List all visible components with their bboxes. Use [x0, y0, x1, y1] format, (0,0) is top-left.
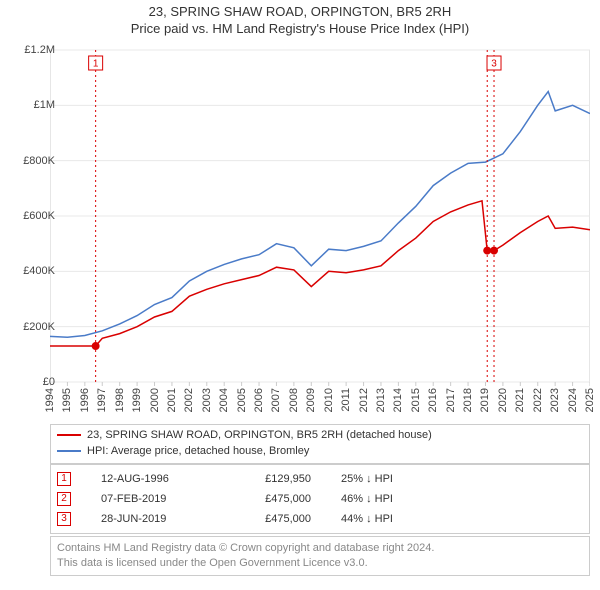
y-tick-label: £400K: [5, 265, 55, 277]
x-tick-label: 2001: [166, 388, 178, 412]
x-tick-label: 2015: [410, 388, 422, 412]
legend-row: 23, SPRING SHAW ROAD, ORPINGTON, BR5 2RH…: [57, 427, 583, 443]
title-main: 23, SPRING SHAW ROAD, ORPINGTON, BR5 2RH: [0, 4, 600, 19]
transaction-delta: 44% ↓ HPI: [341, 513, 441, 525]
x-tick-label: 2008: [288, 388, 300, 412]
x-tick-label: 2003: [201, 388, 213, 412]
x-tick-label: 2011: [340, 388, 352, 412]
titles: 23, SPRING SHAW ROAD, ORPINGTON, BR5 2RH…: [0, 0, 600, 36]
y-tick-label: £1.2M: [5, 44, 55, 56]
transaction-delta: 25% ↓ HPI: [341, 473, 441, 485]
marker-badge: 2: [57, 492, 71, 506]
x-tick-label: 2012: [358, 388, 370, 412]
transaction-delta: 46% ↓ HPI: [341, 493, 441, 505]
x-tick-label: 2016: [427, 388, 439, 412]
x-tick-label: 2000: [149, 388, 161, 412]
svg-text:1: 1: [93, 59, 99, 70]
x-tick-label: 2021: [514, 388, 526, 412]
x-tick-label: 2019: [479, 388, 491, 412]
x-tick-label: 2018: [462, 388, 474, 412]
x-tick-label: 2009: [305, 388, 317, 412]
x-tick-label: 2023: [549, 388, 561, 412]
attribution-line: Contains HM Land Registry data © Crown c…: [57, 541, 583, 556]
x-tick-label: 2025: [584, 388, 596, 412]
chart-svg: 13: [50, 46, 590, 386]
x-tick-label: 2022: [532, 388, 544, 412]
x-tick-label: 2004: [218, 388, 230, 412]
legend-label: HPI: Average price, detached house, Brom…: [87, 445, 309, 457]
legend-label: 23, SPRING SHAW ROAD, ORPINGTON, BR5 2RH…: [87, 429, 432, 441]
transaction-date: 12-AUG-1996: [101, 473, 201, 485]
legend-swatch: [57, 450, 81, 452]
title-sub: Price paid vs. HM Land Registry's House …: [0, 21, 600, 36]
y-tick-label: £0: [5, 376, 55, 388]
transaction-row: 1 12-AUG-1996 £129,950 25% ↓ HPI: [57, 469, 583, 489]
x-tick-label: 2006: [253, 388, 265, 412]
marker-badge: 3: [57, 512, 71, 526]
x-tick-label: 1995: [61, 388, 73, 412]
x-tick-label: 2014: [392, 388, 404, 412]
x-tick-label: 1996: [79, 388, 91, 412]
transaction-price: £475,000: [231, 513, 311, 525]
x-tick-label: 2013: [375, 388, 387, 412]
x-tick-label: 2017: [445, 388, 457, 412]
legend-row: HPI: Average price, detached house, Brom…: [57, 443, 583, 459]
x-tick-label: 1999: [131, 388, 143, 412]
x-tick-label: 1998: [114, 388, 126, 412]
x-tick-label: 2020: [497, 388, 509, 412]
x-tick-label: 2010: [323, 388, 335, 412]
transaction-date: 28-JUN-2019: [101, 513, 201, 525]
y-tick-label: £600K: [5, 210, 55, 222]
chart-container: 23, SPRING SHAW ROAD, ORPINGTON, BR5 2RH…: [0, 0, 600, 590]
y-tick-label: £200K: [5, 321, 55, 333]
transaction-price: £129,950: [231, 473, 311, 485]
transaction-price: £475,000: [231, 493, 311, 505]
transaction-row: 2 07-FEB-2019 £475,000 46% ↓ HPI: [57, 489, 583, 509]
attribution-box: Contains HM Land Registry data © Crown c…: [50, 536, 590, 576]
transaction-date: 07-FEB-2019: [101, 493, 201, 505]
y-tick-label: £1M: [5, 99, 55, 111]
transaction-row: 3 28-JUN-2019 £475,000 44% ↓ HPI: [57, 509, 583, 529]
attribution-line: This data is licensed under the Open Gov…: [57, 556, 583, 571]
x-tick-label: 1997: [96, 388, 108, 412]
x-tick-label: 2024: [567, 388, 579, 412]
x-tick-label: 1994: [44, 388, 56, 412]
x-tick-label: 2005: [236, 388, 248, 412]
transactions-box: 1 12-AUG-1996 £129,950 25% ↓ HPI 2 07-FE…: [50, 464, 590, 534]
x-tick-label: 2007: [270, 388, 282, 412]
legend-swatch: [57, 434, 81, 436]
legend-box: 23, SPRING SHAW ROAD, ORPINGTON, BR5 2RH…: [50, 424, 590, 464]
x-tick-label: 2002: [183, 388, 195, 412]
svg-text:3: 3: [491, 59, 497, 70]
marker-badge: 1: [57, 472, 71, 486]
y-tick-label: £800K: [5, 155, 55, 167]
chart-plot-area: 13: [50, 46, 590, 386]
